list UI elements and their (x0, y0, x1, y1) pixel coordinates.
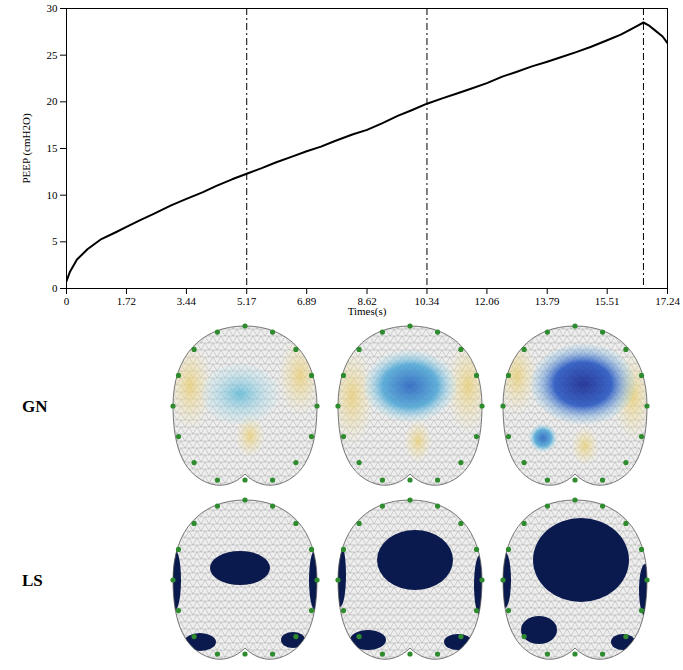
svg-text:PEEP (cmH2O): PEEP (cmH2O) (20, 113, 33, 184)
svg-text:3.44: 3.44 (177, 295, 197, 307)
svg-text:Times(s): Times(s) (348, 305, 387, 318)
svg-text:10.34: 10.34 (415, 295, 440, 307)
svg-text:13.79: 13.79 (535, 295, 560, 307)
svg-text:GN: GN (22, 397, 48, 416)
svg-text:17.24: 17.24 (655, 295, 680, 307)
svg-text:5: 5 (52, 235, 58, 247)
svg-text:0: 0 (64, 295, 70, 307)
svg-text:5.17: 5.17 (237, 295, 257, 307)
svg-text:15: 15 (47, 142, 59, 154)
svg-text:6.89: 6.89 (297, 295, 317, 307)
svg-text:25: 25 (47, 49, 59, 61)
svg-text:15.51: 15.51 (595, 295, 620, 307)
svg-text:0: 0 (52, 282, 58, 294)
svg-text:10: 10 (47, 189, 59, 201)
svg-text:8.62: 8.62 (357, 295, 377, 308)
svg-text:LS: LS (22, 571, 43, 590)
svg-text:30: 30 (47, 2, 59, 14)
svg-text:1.72: 1.72 (117, 295, 136, 307)
svg-text:12.06: 12.06 (475, 295, 500, 307)
svg-text:20: 20 (47, 95, 59, 107)
